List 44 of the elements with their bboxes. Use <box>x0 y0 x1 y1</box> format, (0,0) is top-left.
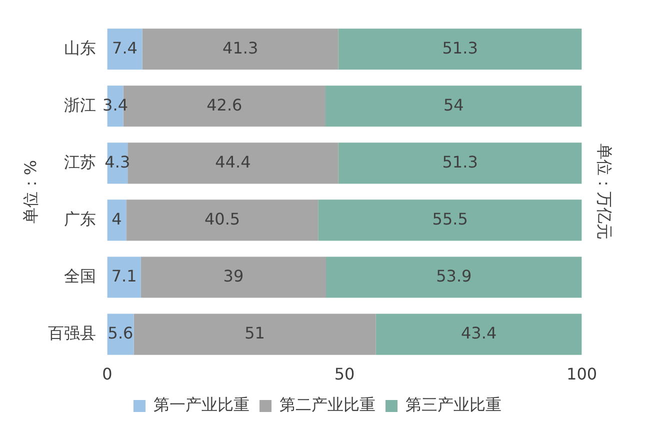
y-tick-label: 广东 <box>64 209 96 228</box>
data-label: 40.5 <box>204 209 240 228</box>
bar <box>107 28 142 70</box>
data-label: 55.5 <box>432 209 468 228</box>
data-label: 42.6 <box>206 95 242 114</box>
data-label: 43.4 <box>461 323 497 342</box>
bar <box>326 256 582 298</box>
y2-axis-title: 单位：万亿元 <box>595 144 614 240</box>
bar <box>338 28 582 70</box>
bar <box>126 200 318 241</box>
y-tick-label: 百强县 <box>48 323 96 342</box>
data-label: 7.1 <box>111 266 137 286</box>
bar <box>326 86 582 127</box>
y-tick-label: 浙江 <box>64 95 96 114</box>
x-tick-label: 50 <box>334 364 355 384</box>
y-axis-title: 单位：% <box>20 160 40 224</box>
bar <box>338 142 582 184</box>
bar <box>107 200 126 241</box>
bar <box>107 256 141 298</box>
bar <box>376 314 582 355</box>
bar <box>142 28 338 70</box>
data-label: 51.3 <box>442 152 478 172</box>
legend-label: 第二产业比重 <box>280 395 376 414</box>
bar <box>128 142 338 184</box>
data-label: 44.4 <box>215 152 251 172</box>
data-label: 51 <box>244 323 265 342</box>
x-tick-label: 0 <box>102 364 112 384</box>
x-tick-label: 100 <box>566 364 598 384</box>
data-label: 4 <box>112 209 122 228</box>
bar <box>318 200 582 241</box>
data-label: 53.9 <box>436 266 472 286</box>
data-label: 39 <box>223 266 244 286</box>
y-tick-label: 全国 <box>64 266 96 286</box>
data-label: 41.3 <box>222 38 258 58</box>
data-label: 54 <box>443 95 464 114</box>
bar <box>140 256 326 298</box>
y-tick-label: 江苏 <box>64 152 96 172</box>
data-label: 7.4 <box>112 38 138 58</box>
bar <box>134 314 376 355</box>
data-label: 51.3 <box>442 38 478 58</box>
data-label: 5.6 <box>108 323 134 342</box>
legend-label: 第三产业比重 <box>406 395 502 414</box>
legend-label: 第一产业比重 <box>154 395 250 414</box>
y-tick-label: 山东 <box>64 38 96 58</box>
